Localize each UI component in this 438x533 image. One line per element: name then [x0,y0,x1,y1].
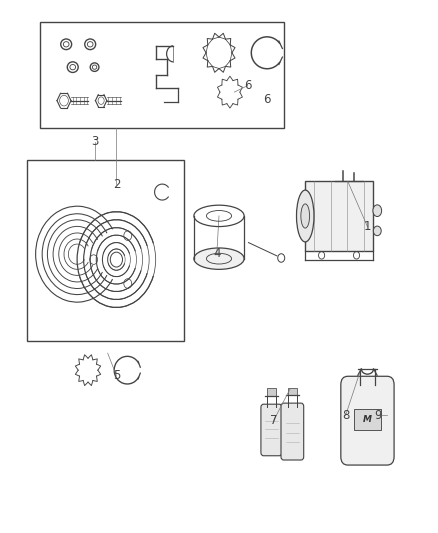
Text: 3: 3 [91,135,98,148]
Bar [27,160,184,341]
FancyBboxPatch shape [341,376,394,465]
Ellipse shape [373,205,381,216]
Ellipse shape [297,190,314,242]
Text: 2: 2 [113,177,120,191]
FancyBboxPatch shape [281,403,304,460]
Ellipse shape [373,226,381,236]
Text: 7: 7 [270,414,277,427]
Bar [305,181,373,251]
Bar [354,409,381,430]
Text: 5: 5 [113,369,120,382]
Text: 8: 8 [342,409,349,422]
Text: 4: 4 [213,247,221,260]
Text: 1: 1 [364,220,371,233]
Text: 6: 6 [263,93,271,106]
Text: 9: 9 [374,409,382,422]
Ellipse shape [194,248,244,269]
Bar [267,388,276,395]
Bar [40,22,285,128]
FancyBboxPatch shape [261,404,282,456]
Ellipse shape [301,204,310,228]
Text: M: M [363,415,372,424]
Text: 6: 6 [244,79,251,92]
Bar [288,387,297,395]
